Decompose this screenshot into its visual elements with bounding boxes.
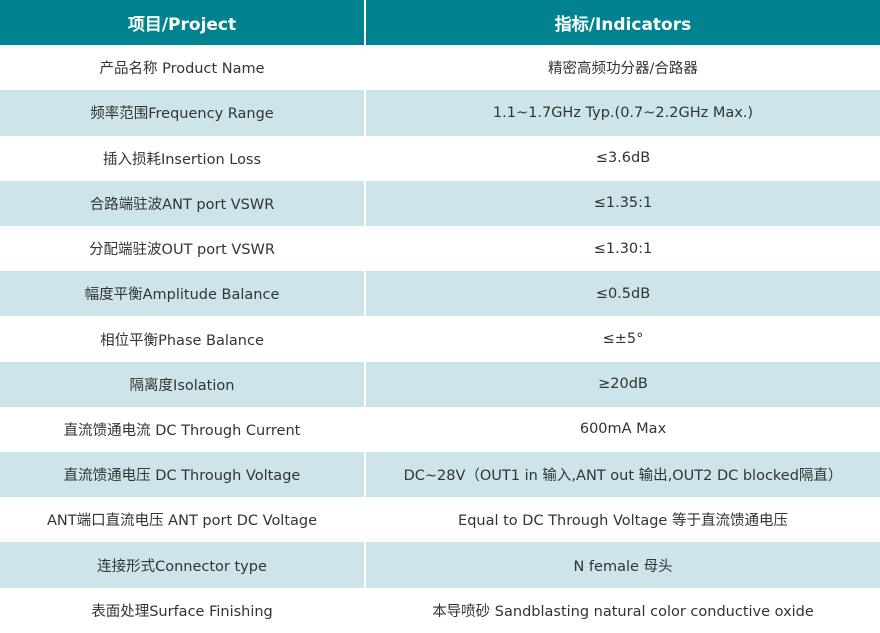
table-row: 分配端驻波OUT port VSWR ≤1.30:1: [0, 226, 880, 272]
indicator-cell: ≤±5°: [602, 331, 644, 347]
project-cell: 隔离度Isolation: [0, 361, 366, 407]
indicator-cell: ≤1.30:1: [593, 240, 653, 257]
indicator-cell: ≤0.5dB: [365, 271, 880, 317]
table-row: 表面处理Surface Finishing 本导喷砂 Sandblasting n…: [0, 587, 880, 633]
table-row: 产品名称 Product Name 精密高频功分器/合路器: [0, 45, 880, 91]
project-cell: 插入损耗Insertion Loss: [0, 135, 366, 181]
header-project: 项目/Project: [0, 0, 366, 46]
table-row: ANT端口直流电压 ANT port DC Voltage Equal to DC…: [0, 497, 880, 543]
table-row: 连接形式Connector type N female 母头: [0, 542, 880, 588]
table-row: 插入损耗Insertion Loss ≤3.6dB: [0, 135, 880, 181]
project-cell: ANT端口直流电压 ANT port DC Voltage: [0, 497, 366, 543]
indicator-cell: ≤3.6dB: [595, 150, 651, 167]
indicator-cell: ≤1.35:1: [365, 180, 880, 226]
indicator-cell: ≥20dB: [365, 361, 880, 407]
project-cell: 相位平衡Phase Balance: [0, 316, 366, 362]
project-cell: 直流馈通电流 DC Through Current: [0, 406, 366, 453]
table-row: 直流馈通电流 DC Through Current 600mA Max: [0, 406, 880, 453]
header-indicators: 指标/Indicators: [365, 0, 880, 46]
project-cell: 连接形式Connector type: [0, 542, 366, 588]
table-row: 频率范围Frequency Range 1.1~1.7GHz Typ.(0.7~2…: [0, 90, 880, 136]
project-cell: 表面处理Surface Finishing: [0, 587, 366, 633]
table-row: 合路端驻波ANT port VSWR ≤1.35:1: [0, 180, 880, 226]
project-cell: 产品名称 Product Name: [0, 45, 366, 91]
table-header-row: 项目/Project 指标/Indicators: [0, 0, 880, 46]
indicator-cell: DC~28V（OUT1 in 输入,ANT out 输出,OUT2 DC blo…: [365, 452, 880, 498]
project-cell: 幅度平衡Amplitude Balance: [0, 271, 366, 317]
project-cell: 合路端驻波ANT port VSWR: [0, 180, 366, 226]
project-cell: 分配端驻波OUT port VSWR: [0, 226, 366, 272]
table-row: 直流馈通电压 DC Through Voltage DC~28V（OUT1 in …: [0, 452, 880, 498]
indicator-cell: 本导喷砂 Sandblasting natural color conducti…: [432, 603, 814, 620]
table-row: 幅度平衡Amplitude Balance ≤0.5dB: [0, 271, 880, 317]
table-row: 隔离度Isolation ≥20dB: [0, 361, 880, 407]
indicator-cell: Equal to DC Through Voltage 等于直流馈通电压: [458, 513, 788, 530]
indicator-cell: 精密高频功分器/合路器: [548, 61, 698, 78]
indicator-cell: N female 母头: [365, 542, 880, 588]
indicator-cell: 1.1~1.7GHz Typ.(0.7~2.2GHz Max.): [365, 90, 880, 136]
indicator-cell: 600mA Max: [579, 421, 667, 438]
project-cell: 直流馈通电压 DC Through Voltage: [0, 452, 366, 498]
table-row: 相位平衡Phase Balance ≤±5°: [0, 316, 880, 362]
project-cell: 频率范围Frequency Range: [0, 90, 366, 136]
